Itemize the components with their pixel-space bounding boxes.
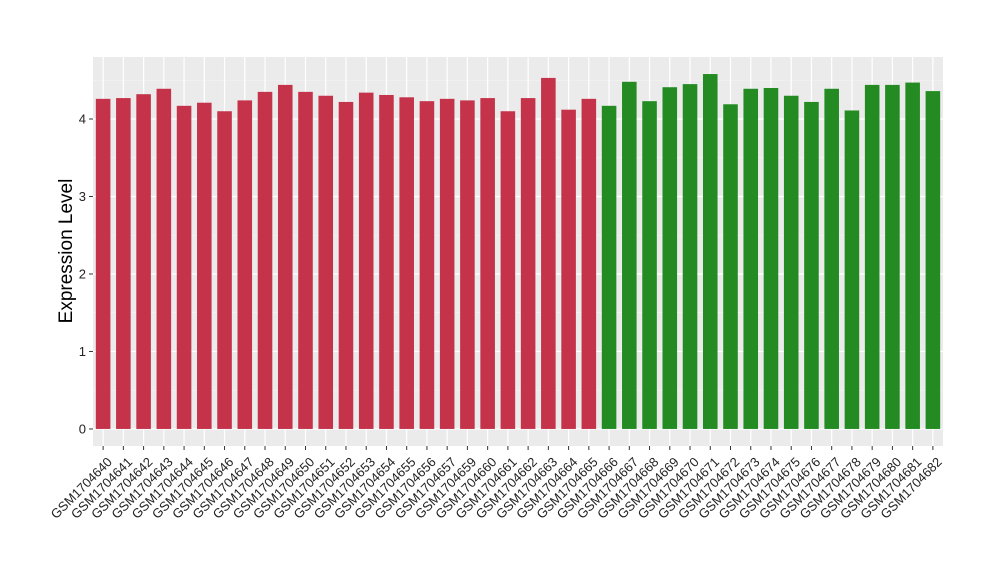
bar-GSM1704655 <box>399 97 414 429</box>
bar-GSM1704678 <box>844 110 860 429</box>
bar-GSM1704670 <box>682 84 698 429</box>
bar-GSM1704682 <box>925 91 941 429</box>
bar-GSM1704660 <box>480 98 495 429</box>
bar-GSM1704642 <box>136 94 151 429</box>
x-axis-ticks: GSM1704640GSM1704641GSM1704642GSM1704643… <box>48 446 945 522</box>
y-tick-label: 3 <box>79 189 86 204</box>
bar-GSM1704647 <box>237 100 253 429</box>
bar-GSM1704654 <box>379 94 394 429</box>
bar-GSM1704674 <box>763 87 779 429</box>
grid-minor <box>93 79 943 391</box>
bar-GSM1704664 <box>561 109 576 429</box>
bar-GSM1704668 <box>642 101 657 429</box>
bar-GSM1704681 <box>905 82 920 429</box>
bar-GSM1704640 <box>95 98 111 429</box>
y-tick-label: 4 <box>79 111 86 126</box>
y-tick-label: 2 <box>79 266 86 281</box>
bar-GSM1704672 <box>723 104 738 429</box>
bar-GSM1704679 <box>864 84 880 429</box>
y-tick-label: 0 <box>79 421 86 436</box>
bar-GSM1704650 <box>298 91 313 429</box>
bar-GSM1704656 <box>419 101 435 429</box>
bar-GSM1704643 <box>156 88 172 429</box>
bar-GSM1704641 <box>116 98 131 429</box>
bar-GSM1704666 <box>601 105 617 429</box>
bar-GSM1704652 <box>338 101 354 429</box>
bar-GSM1704646 <box>217 111 232 429</box>
y-axis-ticks: 0 1 2 3 4 <box>79 111 93 436</box>
bar-GSM1704677 <box>824 88 839 429</box>
bar-GSM1704671 <box>702 74 718 429</box>
bar-GSM1704644 <box>176 105 192 429</box>
bars <box>95 74 941 429</box>
bar-GSM1704667 <box>622 81 637 429</box>
plot-panel <box>93 57 943 446</box>
bar-GSM1704645 <box>197 102 212 429</box>
bar-GSM1704675 <box>783 95 799 429</box>
bar-GSM1704657 <box>439 98 455 429</box>
bar-GSM1704662 <box>520 98 536 429</box>
bar-GSM1704659 <box>460 100 475 429</box>
bar-GSM1704669 <box>662 87 678 429</box>
bar-GSM1704673 <box>743 88 759 429</box>
bar-GSM1704665 <box>581 98 597 429</box>
bar-GSM1704651 <box>318 95 334 429</box>
bar-GSM1704653 <box>358 92 374 429</box>
y-tick-label: 1 <box>79 344 86 359</box>
y-axis-title: Expression Level <box>56 179 77 324</box>
bar-GSM1704661 <box>500 111 516 429</box>
bar-GSM1704663 <box>541 77 556 429</box>
bar-GSM1704680 <box>885 84 900 429</box>
bar-GSM1704648 <box>257 91 273 429</box>
bar-GSM1704649 <box>277 84 293 429</box>
bar-GSM1704676 <box>804 101 819 429</box>
